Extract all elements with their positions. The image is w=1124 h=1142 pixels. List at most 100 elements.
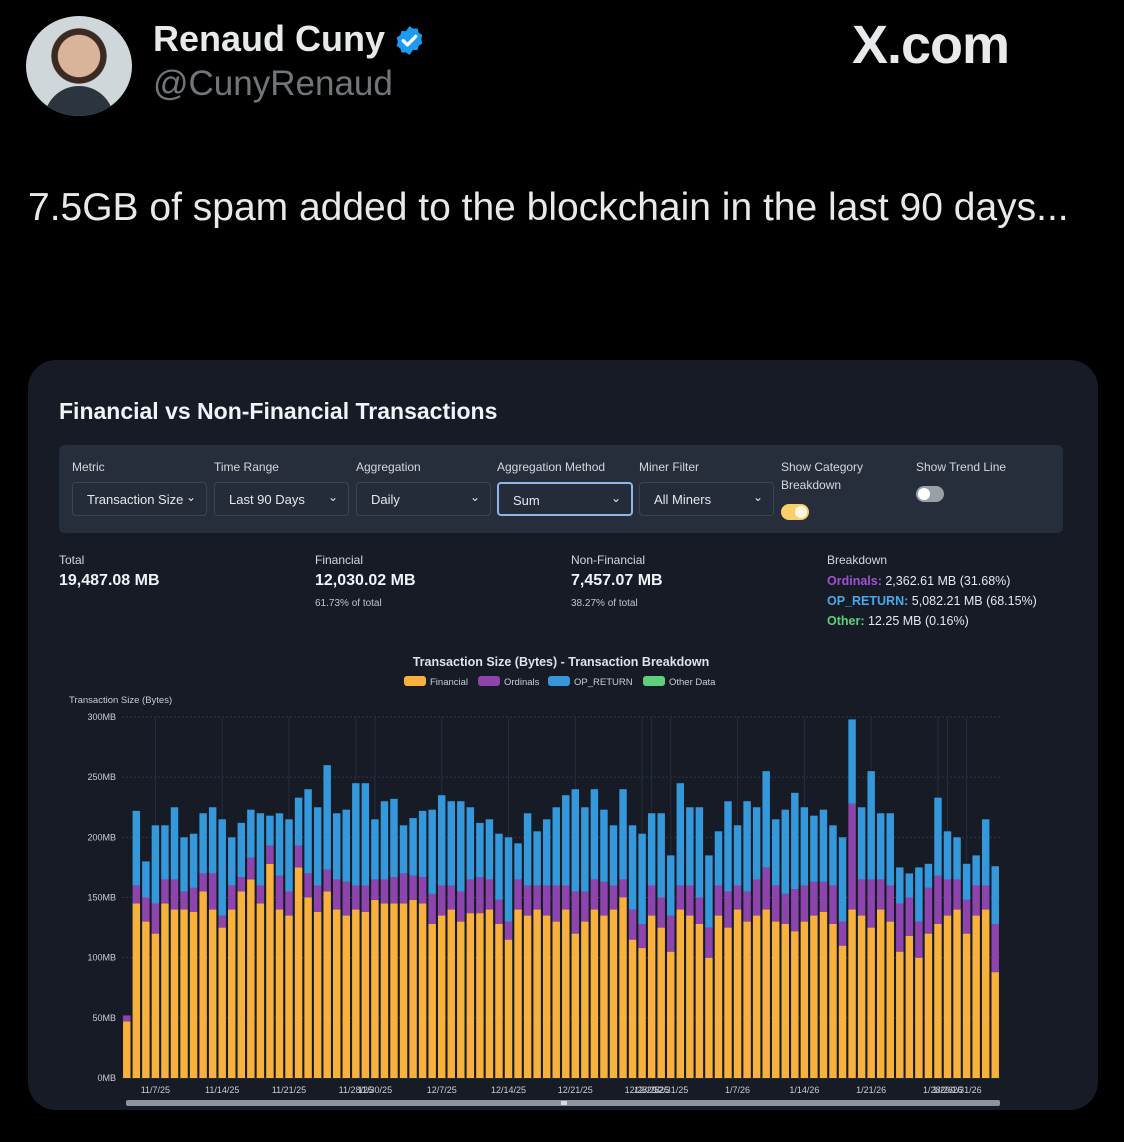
bar-op-return xyxy=(695,807,704,898)
bar-op-return xyxy=(619,789,627,880)
other-name: Other: xyxy=(827,614,865,628)
bar-financial xyxy=(123,1021,131,1078)
bar-financial xyxy=(981,909,990,1078)
toggle-knob xyxy=(918,488,930,500)
bar-ordinals xyxy=(581,891,589,922)
bar-ordinals xyxy=(199,873,207,892)
legend-swatch-financial xyxy=(404,676,426,686)
bar-financial xyxy=(485,909,494,1078)
controls-panel: Metric Transaction Size ⌄ Time Range Las… xyxy=(59,445,1063,533)
bar-ordinals xyxy=(800,885,809,922)
bar-ordinals xyxy=(533,885,541,910)
bar-ordinals xyxy=(428,893,436,924)
miner-filter-select[interactable]: All Miners ⌄ xyxy=(639,482,774,516)
bar-ordinals xyxy=(714,885,723,916)
aggregation-select[interactable]: Daily ⌄ xyxy=(356,482,491,516)
bar-financial xyxy=(619,897,627,1078)
bar-ordinals xyxy=(361,885,370,912)
bar-financial xyxy=(313,911,322,1078)
bar-ordinals xyxy=(781,893,789,924)
trend-line-toggle[interactable] xyxy=(916,486,944,502)
bar-financial xyxy=(132,903,141,1078)
author-avatar[interactable] xyxy=(26,16,132,116)
bar-ordinals xyxy=(352,885,360,910)
bar-ordinals xyxy=(876,879,885,910)
bar-ordinals xyxy=(457,891,465,922)
bar-ordinals xyxy=(552,885,560,922)
ordinals-name: Ordinals: xyxy=(827,574,882,588)
bar-financial xyxy=(581,921,589,1078)
author-handle[interactable]: @CunyRenaud xyxy=(153,64,393,103)
bar-op-return xyxy=(466,807,475,880)
bar-op-return xyxy=(552,807,560,886)
bar-ordinals xyxy=(991,923,999,973)
bar-ordinals xyxy=(228,885,236,910)
bar-op-return xyxy=(447,801,455,886)
bar-op-return xyxy=(571,789,580,892)
x-tick-label: 11/28/25 xyxy=(339,1085,373,1095)
bar-op-return xyxy=(151,825,160,904)
bar-op-return xyxy=(762,771,770,868)
bar-financial xyxy=(256,903,265,1078)
chevron-down-icon: ⌄ xyxy=(327,490,338,504)
bar-op-return xyxy=(504,837,513,922)
bar-ordinals xyxy=(218,915,226,928)
bar-financial xyxy=(323,891,331,1078)
bar-ordinals xyxy=(972,885,980,916)
bar-ordinals xyxy=(724,891,732,928)
dashboard-image-card[interactable]: Financial vs Non-Financial Transactions … xyxy=(28,360,1098,1110)
bar-ordinals xyxy=(829,885,837,924)
bar-ordinals xyxy=(934,875,942,924)
tweet-text: 7.5GB of spam added to the blockchain in… xyxy=(28,186,1069,229)
bar-op-return xyxy=(924,863,933,888)
bar-financial xyxy=(380,903,389,1078)
bar-op-return xyxy=(399,825,408,874)
author-name[interactable]: Renaud Cuny xyxy=(153,18,386,59)
metric-select[interactable]: Transaction Size ⌄ xyxy=(72,482,207,516)
bar-financial xyxy=(962,933,971,1078)
bar-financial xyxy=(361,911,370,1078)
bar-financial xyxy=(571,933,580,1078)
bar-op-return xyxy=(915,867,923,922)
bar-op-return xyxy=(590,789,599,880)
bar-financial xyxy=(752,915,761,1078)
x-tick-label: 1/31/26 xyxy=(952,1085,982,1095)
bar-financial xyxy=(495,923,503,1078)
bar-op-return xyxy=(275,813,284,876)
bar-financial xyxy=(237,891,246,1078)
bar-op-return xyxy=(189,833,198,888)
bar-financial xyxy=(504,939,513,1078)
bar-op-return xyxy=(800,807,809,886)
bar-financial xyxy=(218,927,226,1078)
bar-ordinals xyxy=(476,877,484,914)
bar-ordinals xyxy=(600,881,608,916)
bar-op-return xyxy=(972,855,980,886)
bar-op-return xyxy=(380,801,389,880)
bar-ordinals xyxy=(819,881,828,912)
bar-ordinals xyxy=(571,891,580,934)
bar-ordinals xyxy=(867,879,875,928)
bar-financial xyxy=(810,915,818,1078)
chevron-down-icon: ⌄ xyxy=(752,490,763,504)
bar-op-return xyxy=(791,792,799,890)
time-range-select[interactable]: Last 90 Days ⌄ xyxy=(214,482,349,516)
bar-financial xyxy=(151,933,160,1078)
breakdown-ordinals: Ordinals: 2,362.61 MB (31.68%) xyxy=(827,574,1010,588)
bar-ordinals xyxy=(495,899,503,924)
bar-op-return xyxy=(361,783,370,886)
bar-op-return xyxy=(638,833,646,924)
bar-op-return xyxy=(981,819,990,886)
bar-financial xyxy=(294,867,303,1078)
category-breakdown-toggle[interactable] xyxy=(781,504,809,520)
bar-op-return xyxy=(199,813,207,874)
bar-financial xyxy=(886,921,894,1078)
y-tick-label: 0MB xyxy=(97,1073,116,1083)
aggregation-method-select[interactable]: Sum ⌄ xyxy=(497,482,633,516)
bar-financial xyxy=(838,945,847,1078)
bar-ordinals xyxy=(504,921,513,940)
x-tick-label: 1/7/26 xyxy=(725,1085,750,1095)
bar-financial xyxy=(896,951,904,1078)
bar-ordinals xyxy=(762,867,770,910)
bar-financial xyxy=(562,909,570,1078)
bar-ordinals xyxy=(915,921,923,958)
